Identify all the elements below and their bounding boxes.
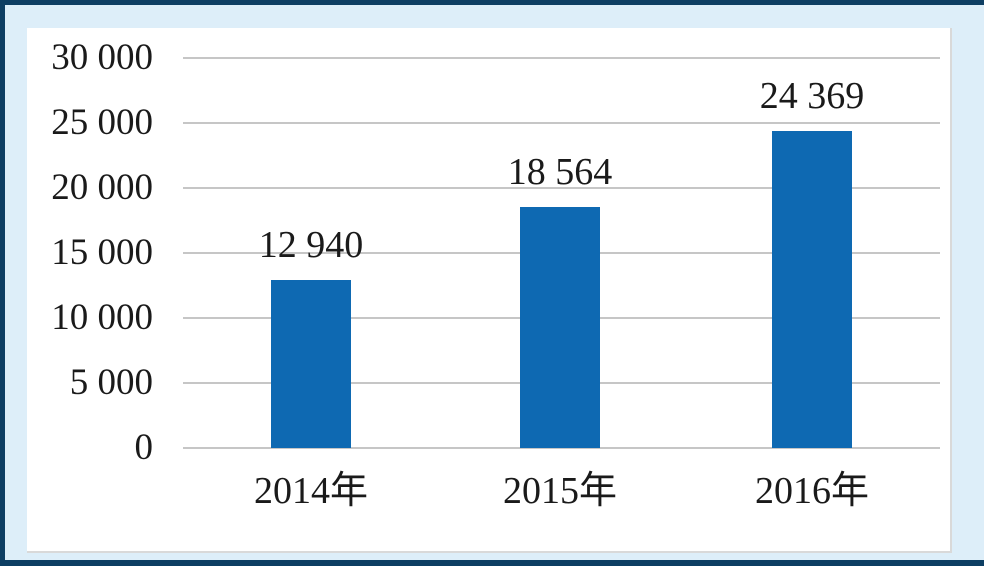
y-axis-tick-label: 15 000 [51, 232, 153, 273]
gridline [183, 122, 940, 124]
gridline [183, 187, 940, 189]
bar-value-label: 12 940 [258, 223, 364, 266]
bar-2016年 [772, 131, 852, 448]
y-axis-tick-label: 0 [134, 427, 154, 468]
y-axis-tick-label: 25 000 [51, 102, 153, 143]
y-axis-tick-label: 20 000 [51, 167, 153, 208]
bar-2015年 [520, 206, 600, 448]
bar-2014年 [271, 279, 351, 448]
y-axis-tick-label: 10 000 [51, 297, 153, 338]
y-axis-tick-label: 5 000 [69, 362, 153, 403]
x-axis-category-label: 2016年 [754, 470, 869, 512]
gridline [183, 447, 940, 449]
bar-value-label: 24 369 [759, 75, 865, 118]
x-axis-category-label: 2014年 [253, 470, 368, 512]
y-axis-tick-label: 30 000 [51, 37, 153, 78]
bar-value-label: 18 564 [507, 150, 613, 193]
plot-area: 0 5 000 10 000 15 000 20 000 25 000 30 000 12 … [5, 5, 984, 560]
gridline [183, 57, 940, 59]
x-axis-category-label: 2015年 [502, 470, 617, 512]
